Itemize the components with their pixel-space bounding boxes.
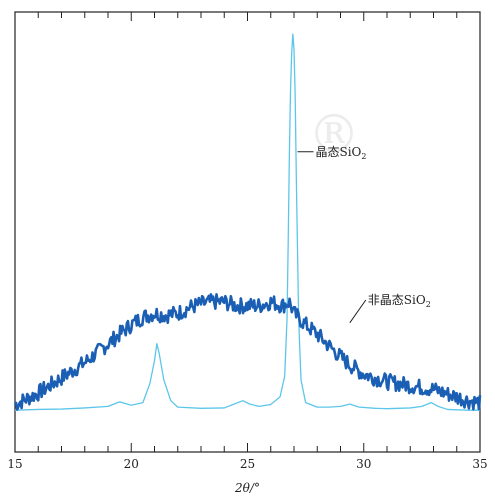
x-tick-label-20: 20: [124, 457, 139, 471]
annotation-amorphous-text: 非晶态SiO: [368, 293, 426, 307]
x-tick-label-30: 30: [356, 457, 371, 471]
annotation-amorphous: 非晶态SiO2: [368, 293, 431, 309]
plot-frame: [14, 11, 481, 453]
x-tick-label-15: 15: [7, 457, 22, 471]
x-tick-label-25: 25: [240, 457, 255, 471]
watermark-mark: ®: [308, 105, 360, 165]
annotation-crystalline: 晶态SiO2: [315, 145, 366, 161]
axis-ticks: [14, 12, 481, 452]
x-tick-label-35: 35: [472, 457, 487, 471]
series-line-amorphous: [13, 293, 482, 411]
annotation-leader-amorphous: [349, 299, 367, 324]
annotations: 晶态SiO2 非晶态SiO2: [297, 145, 431, 324]
series-line-crystalline: [14, 33, 480, 411]
annotation-crystalline-text: 晶态SiO: [315, 145, 361, 159]
x-tick-labels: 15 20 25 30 35: [7, 457, 487, 471]
annotation-crystalline-sub: 2: [361, 152, 366, 161]
x-axis-label: 2θ/°: [234, 481, 260, 495]
annotation-amorphous-sub: 2: [426, 300, 431, 309]
